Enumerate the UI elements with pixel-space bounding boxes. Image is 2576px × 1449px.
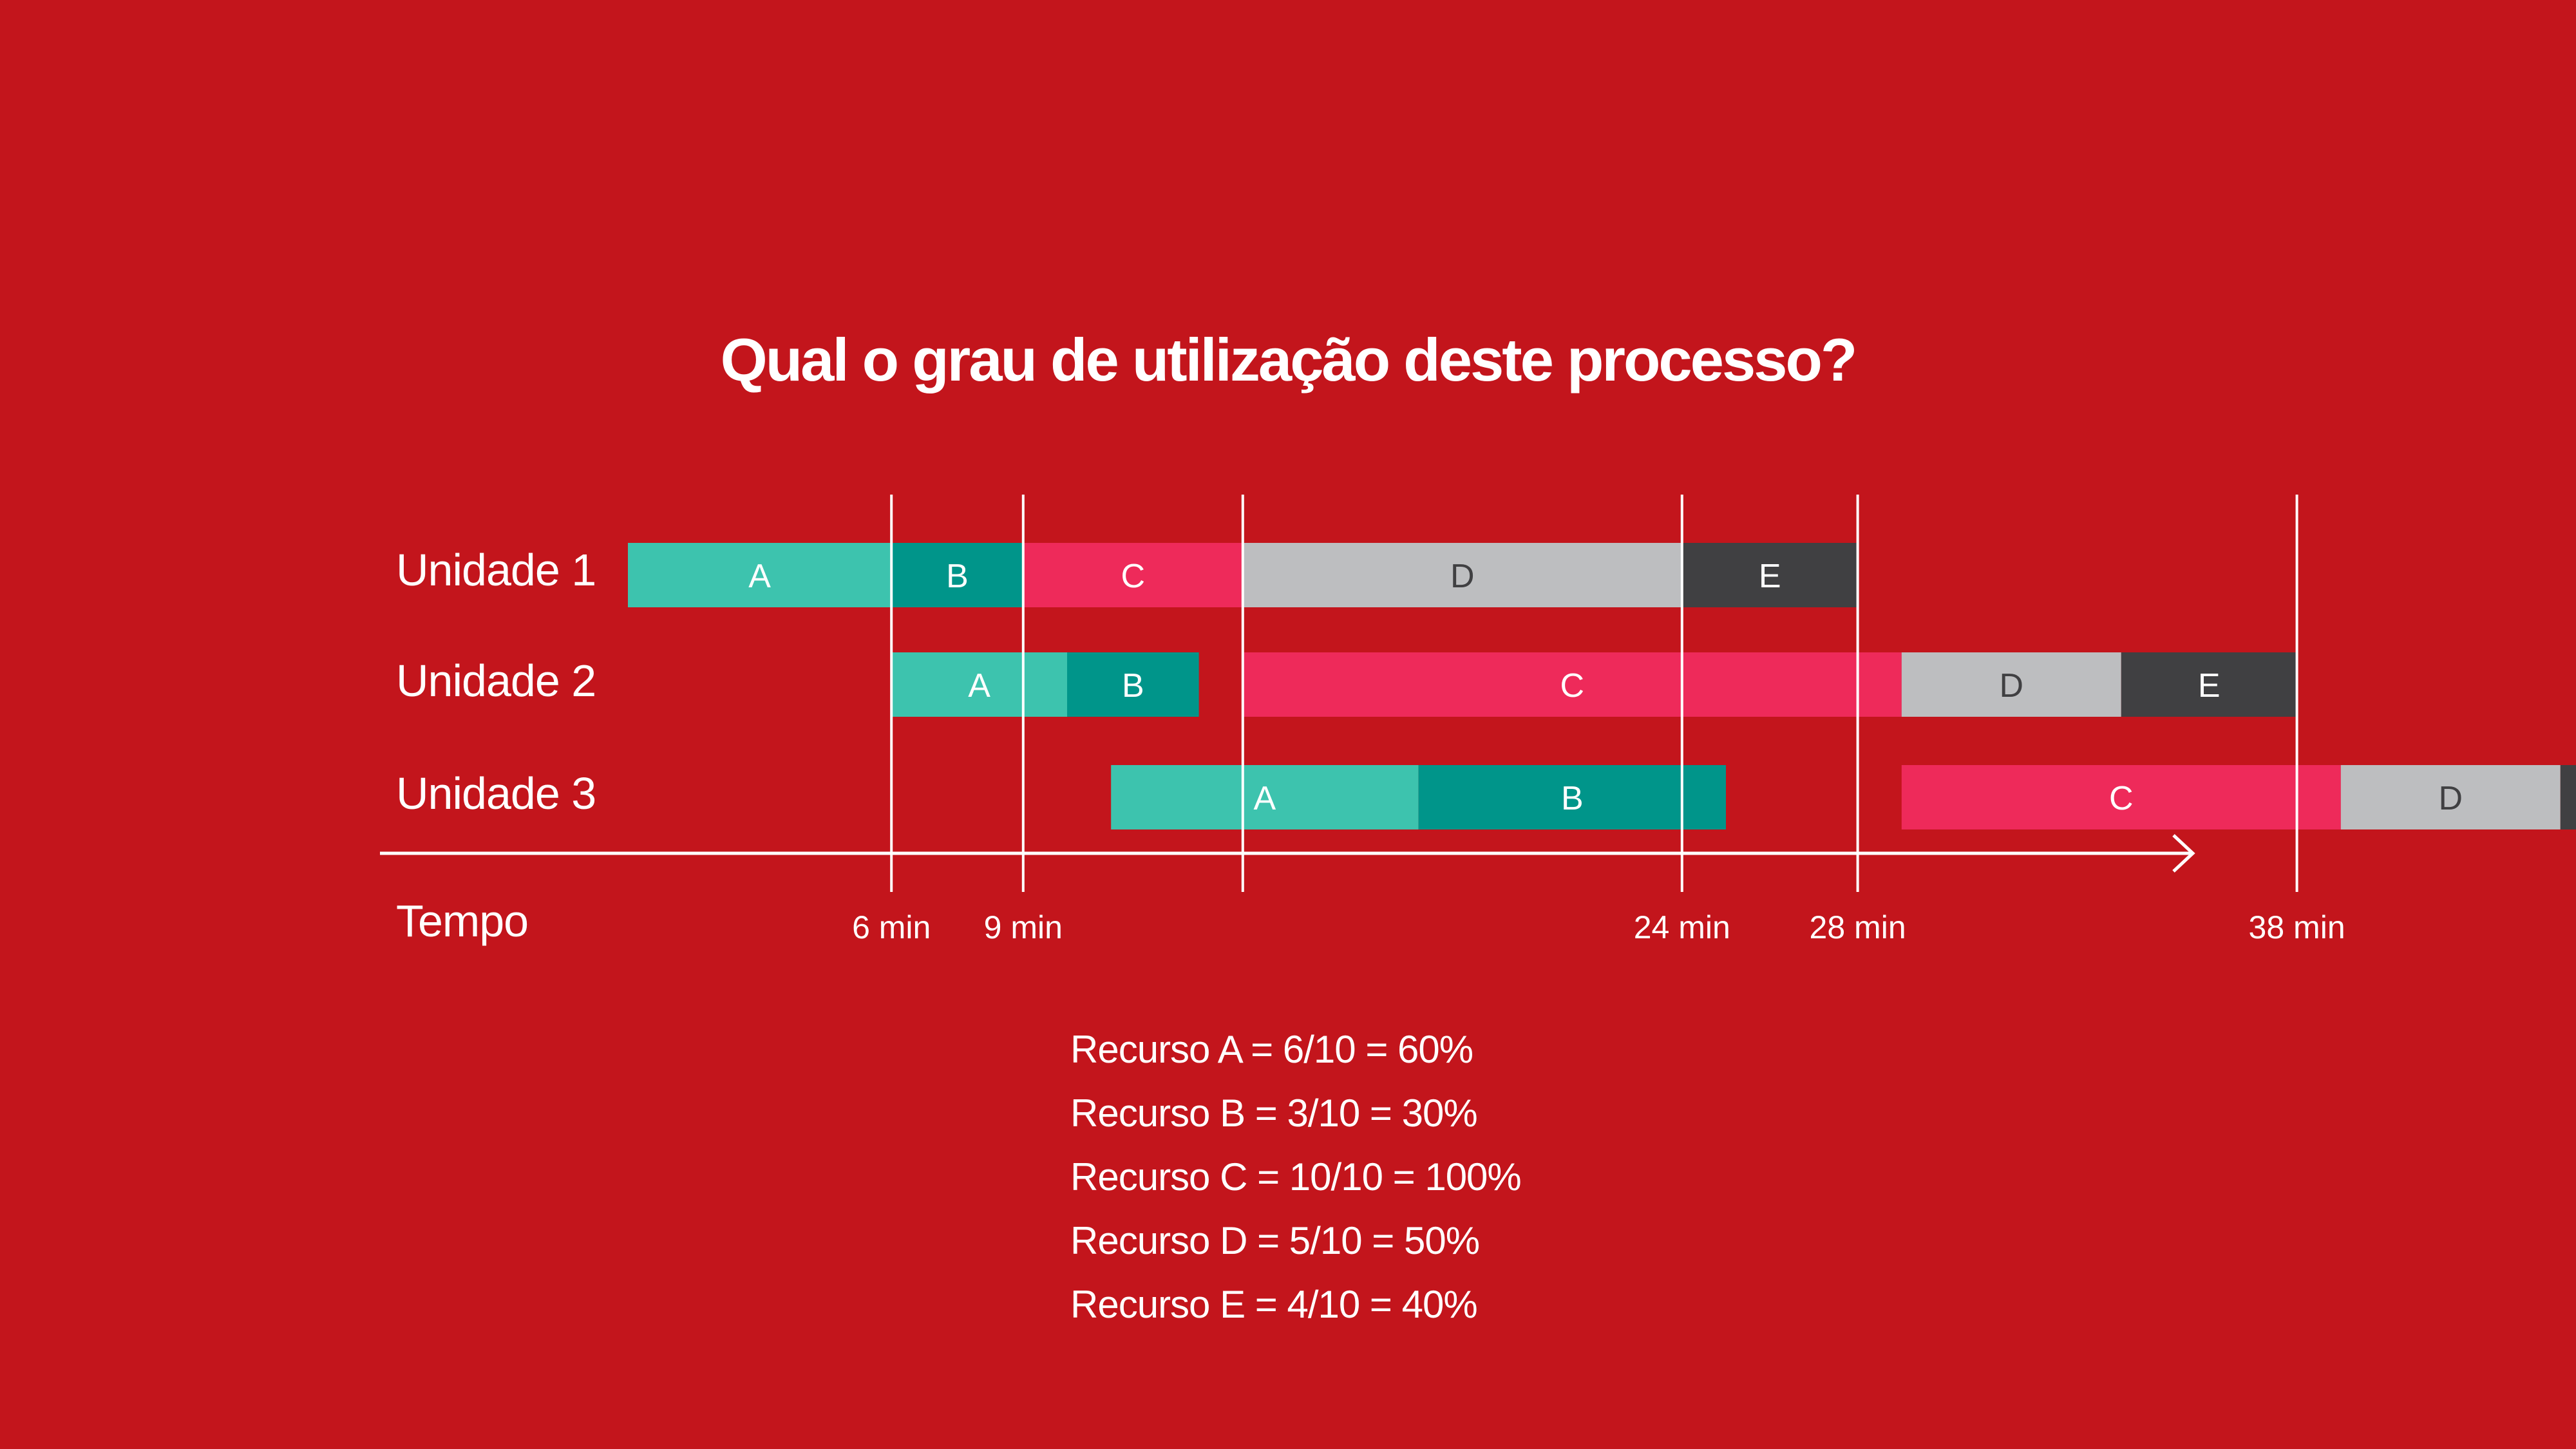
unit-3-task-e-bar [2560, 765, 2576, 829]
tick-label-24: 24 min [1634, 909, 1730, 945]
unit-3-task-c-bar [1901, 765, 2341, 829]
unit-1-task-c-bar [1023, 543, 1243, 607]
formula-resource-a: Recurso A = 6/10 = 60% [1070, 1028, 1473, 1071]
tick-label-28: 28 min [1810, 909, 1906, 945]
unit-1-label: Unidade 1 [396, 545, 596, 595]
unit-1-task-c-label: C [1121, 558, 1146, 595]
formula-resource-e: Recurso E = 4/10 = 40% [1070, 1283, 1478, 1326]
unit-1-task-a-label: A [748, 558, 771, 595]
unit-3-task-c-label: C [2109, 780, 2134, 817]
tick-label-6: 6 min [852, 909, 931, 945]
tick-label-9: 9 min [984, 909, 1063, 945]
unit-2-task-b-label: B [1122, 667, 1144, 705]
unit-2-task-e-bar [2121, 652, 2297, 717]
unit-1-task-d-bar [1242, 543, 1682, 607]
unit-2-task-a-bar [891, 652, 1067, 717]
formula-resource-d: Recurso D = 5/10 = 50% [1070, 1219, 1480, 1262]
unit-1-task-b-label: B [946, 558, 969, 595]
unit-2-task-a-label: A [968, 667, 990, 705]
unit-3-task-a-label: A [1254, 780, 1276, 817]
tick-label-38: 38 min [2249, 909, 2345, 945]
unit-2-task-d-label: D [2000, 667, 2024, 705]
time-axis-title: Tempo [396, 896, 529, 946]
formula-resource-c: Recurso C = 10/10 = 100% [1070, 1155, 1522, 1198]
unit-2-task-c-label: C [1560, 667, 1585, 705]
unit-3-task-b-label: B [1561, 780, 1584, 817]
utilization-formulas: Recurso A = 6/10 = 60% Recurso B = 3/10 … [1070, 1018, 1522, 1336]
slide-title: Qual o grau de utilização deste processo… [720, 326, 1858, 393]
unit-3-task-b-bar [1418, 765, 1726, 829]
unit-1-task-b-bar [891, 543, 1023, 607]
axis-arrow-icon [2172, 834, 2195, 873]
unit-3-label: Unidade 3 [396, 768, 596, 819]
unit-1-task-e-bar [1681, 543, 1858, 607]
unit-3-task-a-bar [1111, 765, 1419, 829]
unit-1-task-a-bar [628, 543, 892, 607]
unit-2-label: Unidade 2 [396, 656, 596, 706]
unit-2-task-b-bar [1067, 652, 1199, 717]
unit-3-task-d-bar [2340, 765, 2561, 829]
unit-3-task-d-label: D [2439, 780, 2463, 817]
unit-1-task-d-label: D [1450, 558, 1475, 595]
unit-2-task-d-bar [1901, 652, 2121, 717]
unit-2-task-c-bar [1242, 652, 1902, 717]
formula-resource-b: Recurso B = 3/10 = 30% [1070, 1092, 1478, 1135]
unit-1-task-e-label: E [1759, 558, 1781, 595]
unit-2-task-e-label: E [2198, 667, 2221, 705]
